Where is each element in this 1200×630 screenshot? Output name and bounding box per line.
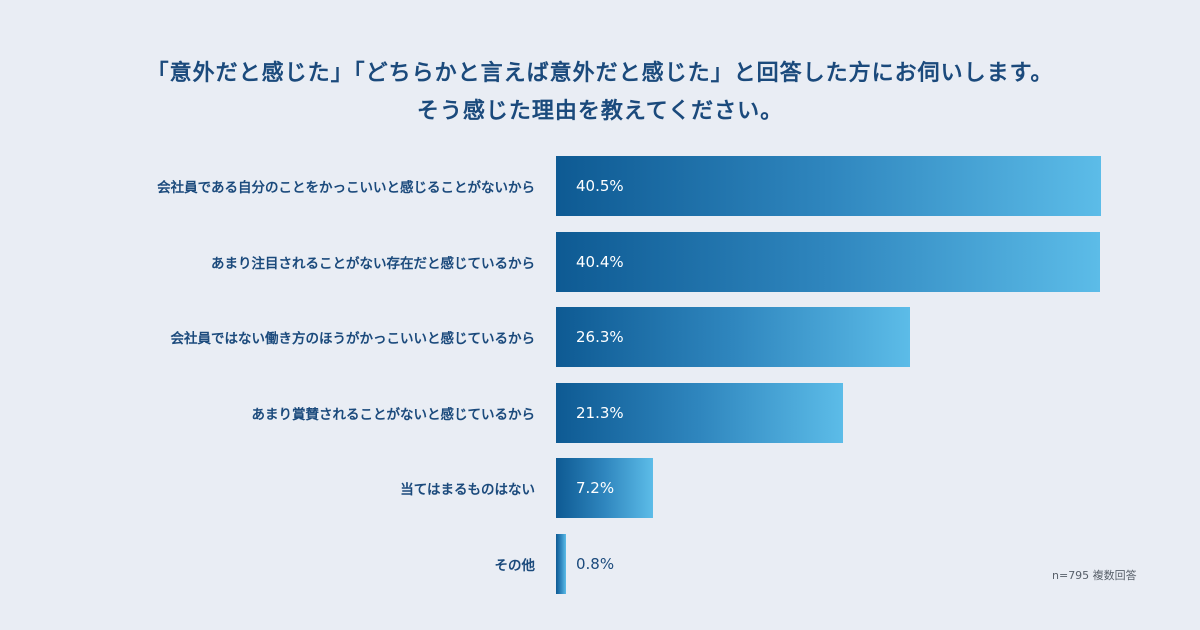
- bar: [556, 307, 910, 367]
- value-label: 21.3%: [576, 403, 624, 422]
- category-label: あまり賞賛されることがないと感じているから: [251, 406, 536, 423]
- sample-size-note: n=795 複数回答: [1052, 569, 1137, 582]
- bar: [556, 533, 566, 594]
- category-label: 会社員ではない働き方のほうがかっこいいと感じているから: [170, 331, 536, 347]
- value-label: 40.4%: [576, 252, 624, 271]
- chart-title-line2: そう感じた理由を教えてください。: [416, 99, 784, 124]
- bar: [556, 156, 1101, 216]
- value-label: 40.5%: [576, 177, 624, 195]
- value-label: 7.2%: [576, 479, 615, 497]
- value-label: 0.8%: [576, 554, 615, 573]
- category-label: あまり注目されることがない存在だと感じているから: [211, 255, 535, 272]
- category-label: 当てはまるものはない: [400, 482, 535, 498]
- chart-title-line1: 「意外だと感じた」「どちらかと言えば意外だと感じた」と回答した方にお伺いします。: [146, 61, 1054, 86]
- bar: [556, 231, 1100, 292]
- bar: [556, 382, 843, 443]
- bar: [556, 458, 653, 518]
- value-label: 26.3%: [576, 328, 624, 346]
- category-label: その他: [494, 557, 536, 574]
- category-label: 会社員である自分のことをかっこいいと感じることがないから: [157, 180, 535, 196]
